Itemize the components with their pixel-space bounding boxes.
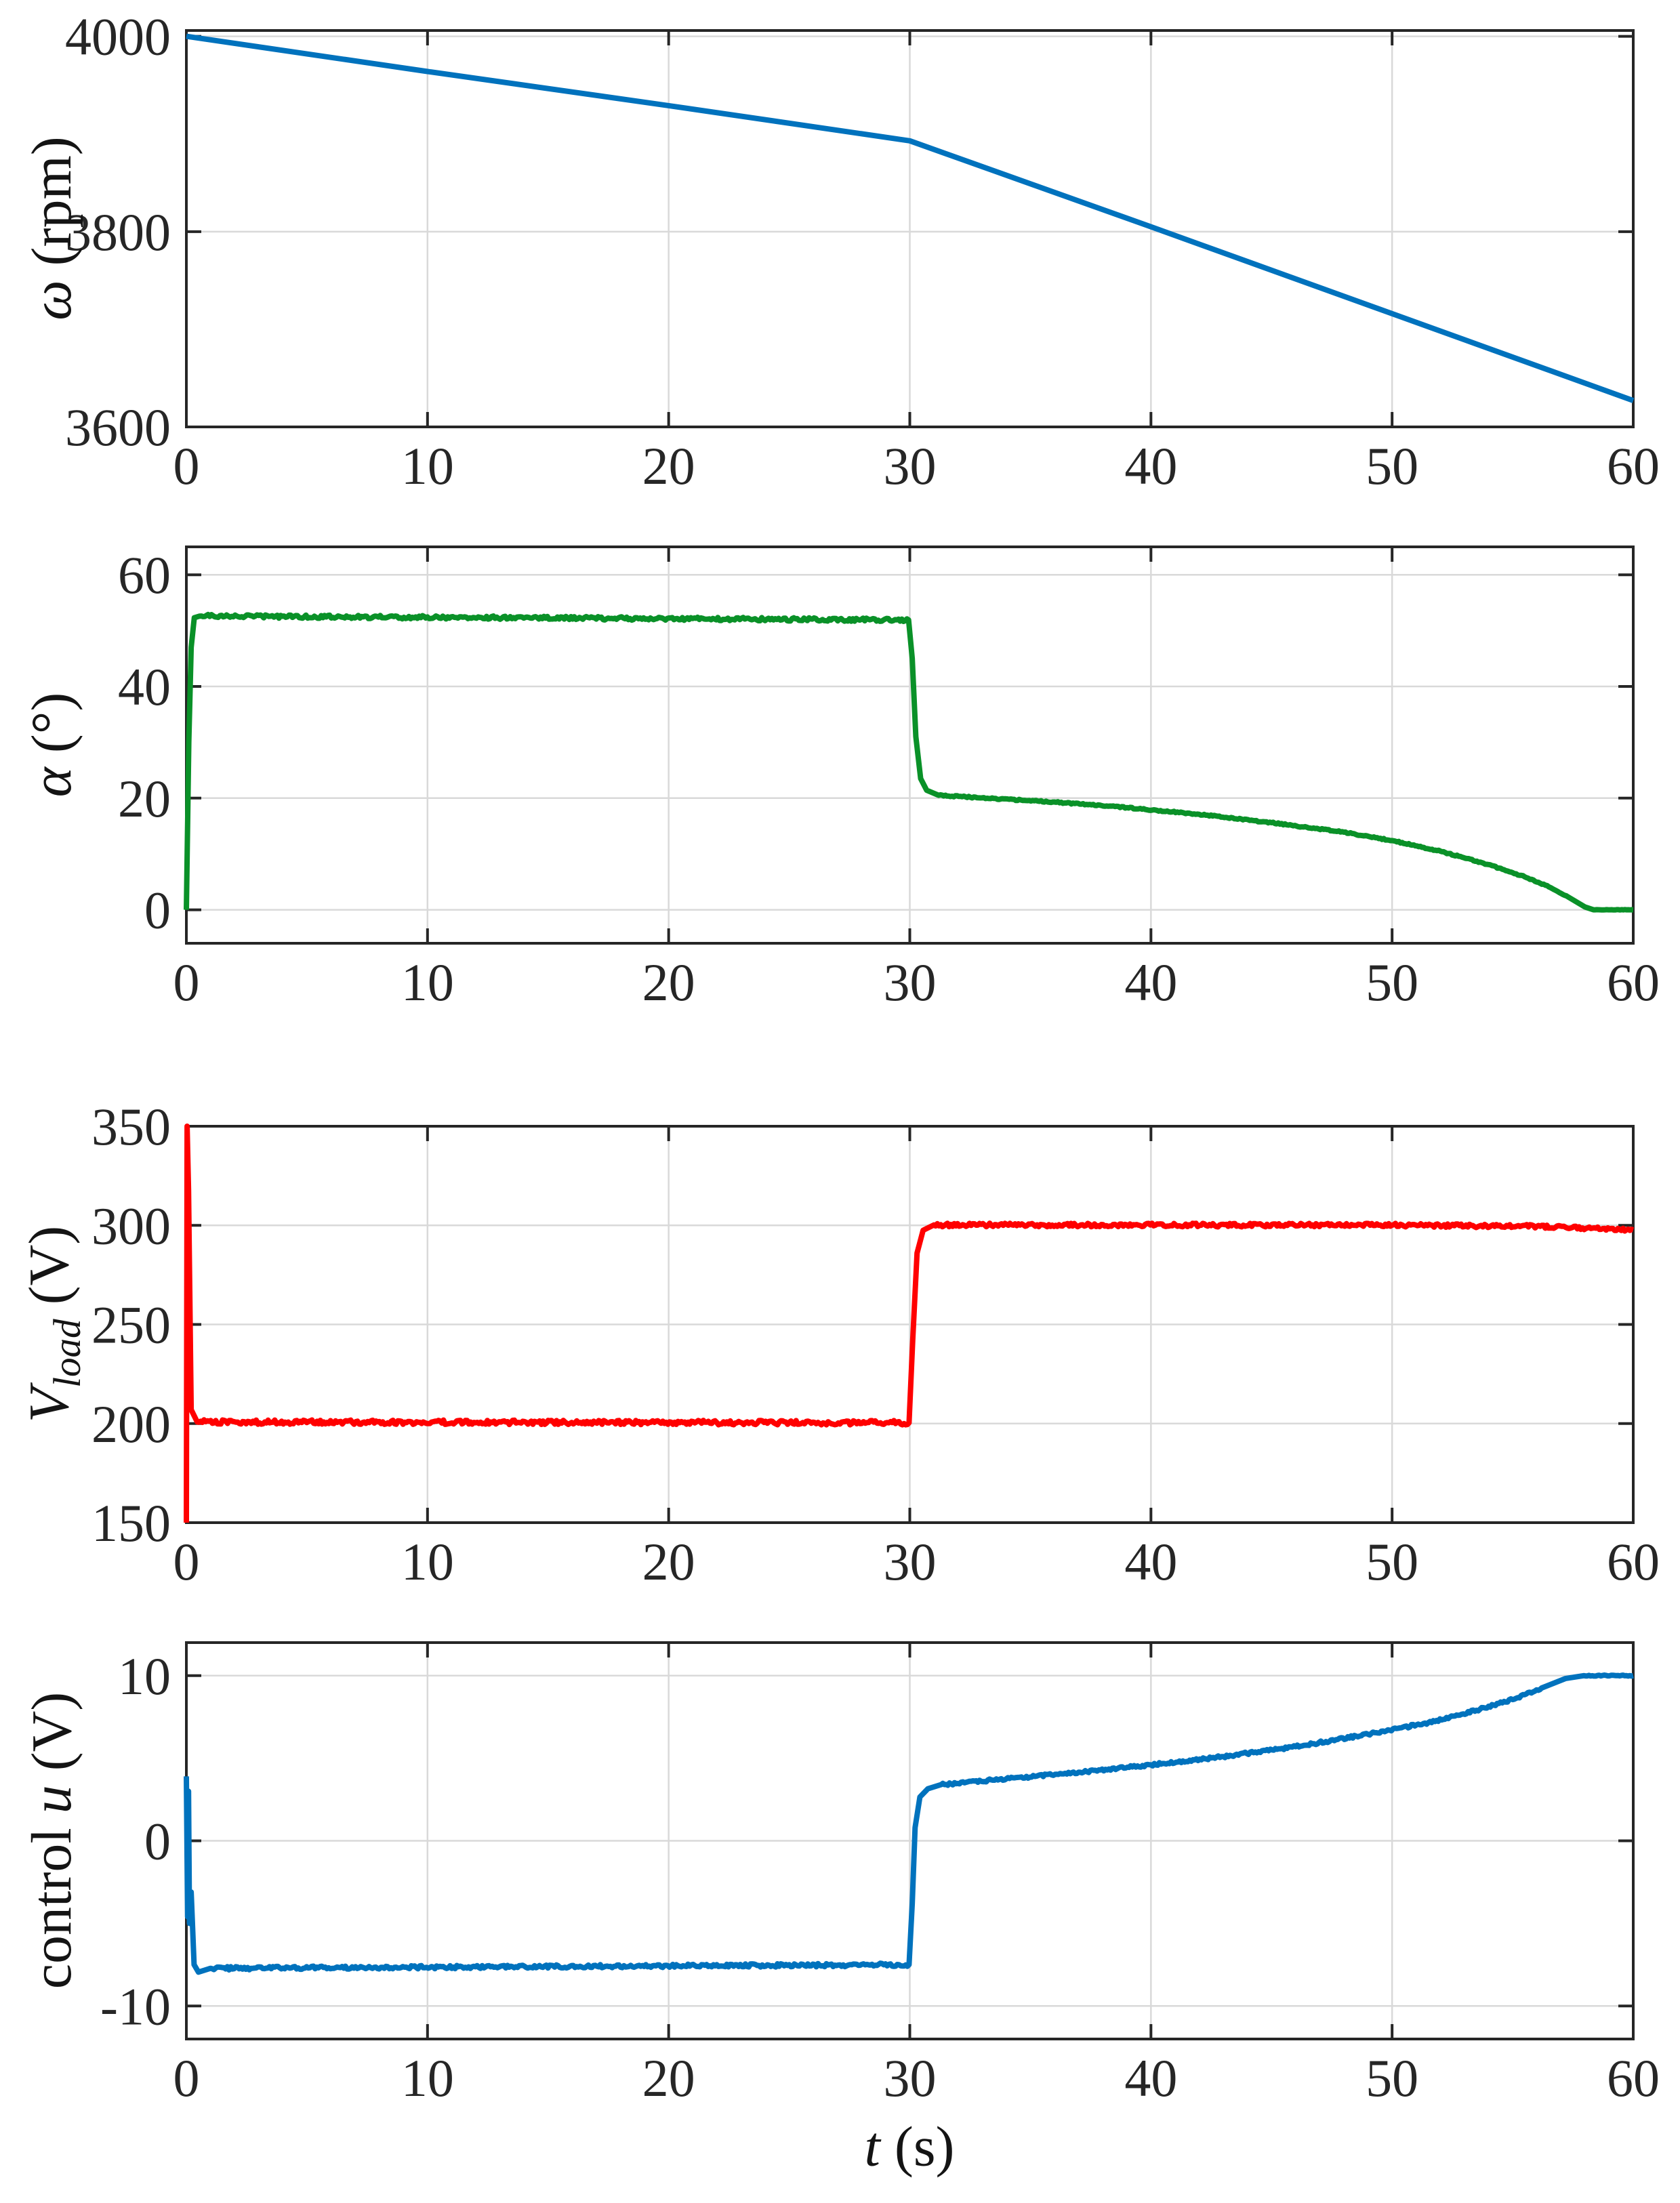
x-tick-label: 60 xyxy=(1607,1532,1660,1591)
control-axis-label: control u (V) xyxy=(19,1692,92,1990)
x-tick-label: 30 xyxy=(884,1532,937,1591)
x-tick-label: 50 xyxy=(1366,953,1418,1012)
y-tick-label: 250 xyxy=(91,1296,171,1355)
axis-label-unit: (rpm) xyxy=(20,136,84,281)
y-tick-label: 200 xyxy=(91,1395,171,1454)
axis-label-subscript: load xyxy=(45,1319,89,1388)
axis-label-unit: (°) xyxy=(20,692,84,768)
y-tick-label: 10 xyxy=(118,1647,171,1706)
x-tick-label: 50 xyxy=(1366,436,1418,495)
x-tick-label: 30 xyxy=(884,953,937,1012)
omega-panel: 0 10 20 30 40 50 60 4000 3800 3600 xyxy=(65,7,1660,495)
y-tick-label: 300 xyxy=(91,1196,171,1255)
x-tick-label: 40 xyxy=(1124,436,1177,495)
alpha-axis-label: α (°) xyxy=(19,693,92,798)
x-tick-label: 40 xyxy=(1124,953,1177,1012)
time-unit: (s) xyxy=(880,2115,955,2179)
x-tick-label: 20 xyxy=(642,1532,695,1591)
x-tick-label: 60 xyxy=(1607,953,1660,1012)
x-tick-label: 40 xyxy=(1124,1532,1177,1591)
axis-label-symbol: V xyxy=(18,1387,81,1423)
y-tick-label: 40 xyxy=(118,657,171,716)
x-tick-label: 20 xyxy=(642,953,695,1012)
y-tick-label: 4000 xyxy=(65,7,171,66)
x-tick-label: 50 xyxy=(1366,1532,1418,1591)
x-tick-label: 10 xyxy=(401,953,454,1012)
axis-label-unit: (V) xyxy=(18,1225,81,1319)
x-tick-label: 30 xyxy=(884,436,937,495)
y-tick-label: 350 xyxy=(91,1097,171,1156)
x-tick-label: 30 xyxy=(884,2048,937,2107)
omega-rpm-line xyxy=(186,33,1635,403)
y-tick-label: 0 xyxy=(144,881,171,940)
axis-label-pre: control xyxy=(20,1813,84,1990)
y-tick-label: 20 xyxy=(118,769,171,828)
time-axis-label: t (s) xyxy=(865,2114,955,2180)
alpha-panel: 0 10 20 30 40 50 60 60 40 20 0 xyxy=(118,545,1660,1012)
omega-axis-label: ω (rpm) xyxy=(19,136,92,321)
x-tick-label: 0 xyxy=(173,1532,200,1591)
x-tick-label: 10 xyxy=(401,2048,454,2107)
x-tick-label: 0 xyxy=(173,2048,200,2107)
y-tick-label: -10 xyxy=(100,1977,171,2036)
axis-label-symbol: α xyxy=(20,767,84,798)
x-tick-label: 20 xyxy=(642,2048,695,2107)
y-tick-label: 0 xyxy=(144,1812,171,1871)
vload-panel: 0 10 20 30 40 50 60 350 300 250 200 150 xyxy=(91,1097,1660,1591)
y-tick-label: 60 xyxy=(118,545,171,604)
x-tick-label: 0 xyxy=(173,436,200,495)
y-tick-label: 3600 xyxy=(65,398,171,457)
x-tick-label: 10 xyxy=(401,1532,454,1591)
y-tick-label: 3800 xyxy=(65,203,171,262)
x-tick-label: 60 xyxy=(1607,436,1660,495)
control-u-line xyxy=(184,1672,1635,1975)
y-tick-label: 150 xyxy=(91,1494,171,1552)
x-tick-label: 0 xyxy=(173,953,200,1012)
time-symbol: t xyxy=(864,2115,880,2179)
axis-label-symbol: ω xyxy=(20,280,84,321)
axis-label-symbol: u xyxy=(20,1785,84,1814)
alpha-deg-line xyxy=(184,611,1635,913)
v-load-line xyxy=(184,1124,1635,1523)
axis-label-unit: (V) xyxy=(20,1691,84,1786)
x-tick-label: 40 xyxy=(1124,2048,1177,2107)
vload-axis-label: Vload (V) xyxy=(16,1226,89,1422)
x-tick-label: 60 xyxy=(1607,2048,1660,2107)
x-tick-label: 20 xyxy=(642,436,695,495)
x-tick-label: 50 xyxy=(1366,2048,1418,2107)
x-tick-label: 10 xyxy=(401,436,454,495)
